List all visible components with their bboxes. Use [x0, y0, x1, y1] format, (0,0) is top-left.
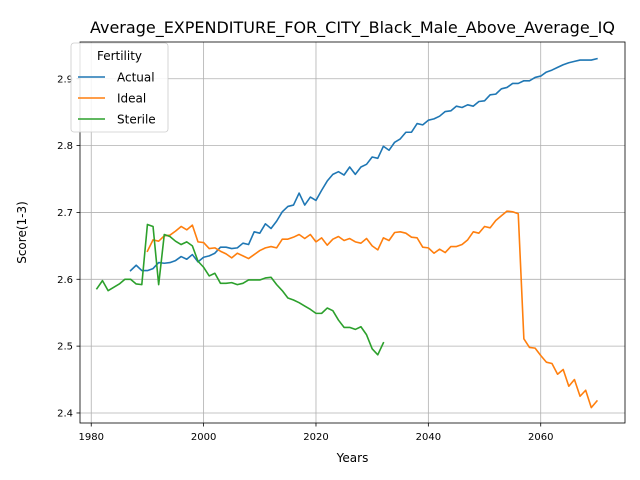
- x-tick-label: 2040: [416, 432, 441, 443]
- legend: Fertility Actual Ideal Sterile: [70, 42, 169, 133]
- series-line-sterile: [95, 223, 385, 356]
- y-tick-label: 2.9: [57, 74, 73, 85]
- y-tick-label: 2.4: [57, 408, 73, 419]
- chart-title: Average_EXPENDITURE_FOR_CITY_Black_Male_…: [90, 18, 615, 38]
- y-axis-label: Score(1-3): [15, 201, 29, 264]
- x-tick-label: 1980: [79, 432, 104, 443]
- y-tick-label: 2.8: [57, 141, 73, 152]
- legend-label-sterile: Sterile: [117, 113, 156, 127]
- series-lines: [95, 57, 599, 409]
- y-tick-label: 2.6: [57, 275, 73, 286]
- x-tick-label: 2060: [528, 432, 553, 443]
- legend-title: Fertility: [97, 49, 142, 63]
- x-tick-label: 2020: [303, 432, 328, 443]
- plot-frame: [79, 41, 626, 424]
- x-axis-ticks: 1980 2000 2020 2040 2060: [79, 423, 553, 443]
- legend-label-ideal: Ideal: [117, 92, 146, 106]
- x-tick-label: 2000: [191, 432, 216, 443]
- y-tick-label: 2.7: [57, 208, 73, 219]
- legend-label-actual: Actual: [117, 71, 155, 85]
- x-axis-label: Years: [336, 451, 369, 465]
- legend-box: [70, 42, 169, 133]
- series-line-actual: [129, 57, 598, 272]
- series-line-ideal: [146, 210, 599, 409]
- y-tick-label: 2.5: [57, 342, 73, 353]
